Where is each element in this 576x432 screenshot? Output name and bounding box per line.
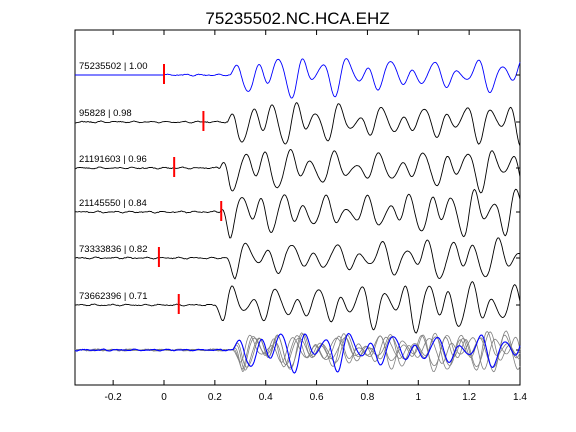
- trace-label: 73333836 | 0.82: [79, 244, 148, 255]
- plot-frame: [74, 29, 521, 386]
- waveform-trace: [74, 188, 521, 239]
- x-tick-label: 0.4: [259, 392, 273, 403]
- waveform-trace: [74, 149, 521, 194]
- x-tick-label: 1.2: [462, 392, 476, 403]
- waveform-trace: [74, 237, 521, 280]
- x-axis: -0.2 0 0.2 0.4 0.6 0.8 1 1.2 1.4: [105, 30, 527, 403]
- trace-label: 21145550 | 0.84: [79, 198, 147, 209]
- stack-trace: [74, 330, 521, 372]
- waveform-trace: [163, 58, 521, 99]
- trace-label: 73662396 | 0.71: [79, 291, 148, 302]
- waveform-trace: [75, 102, 521, 147]
- x-tick-label: 0: [161, 392, 167, 403]
- stack-master-trace: [74, 332, 521, 374]
- trace-labels-layer: 75235502 | 1.00 95828 | 0.98 21191603 | 0.…: [79, 61, 148, 302]
- traces-layer: [74, 58, 521, 351]
- chart-title: 75235502.NC.HCA.EHZ: [205, 9, 389, 28]
- pick-markers-layer: [157, 64, 223, 314]
- x-tick-label: -0.2: [105, 392, 123, 403]
- trace-label: 75235502 | 1.00: [79, 61, 148, 72]
- trace-label: 95828 | 0.98: [79, 108, 132, 119]
- x-tick-label: 0.8: [360, 392, 374, 403]
- x-tick-label: 1.4: [513, 392, 527, 403]
- waveform-trace: [74, 281, 521, 334]
- x-tick-label: 1: [416, 392, 422, 403]
- x-tick-label: 0.2: [208, 392, 222, 403]
- x-tick-label: 0.6: [310, 392, 324, 403]
- stacked-overlay: [74, 330, 521, 374]
- trace-label: 21191603 | 0.96: [79, 154, 147, 165]
